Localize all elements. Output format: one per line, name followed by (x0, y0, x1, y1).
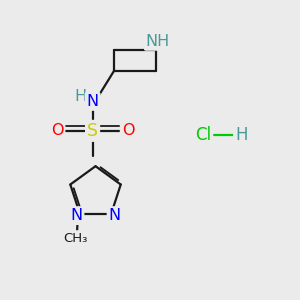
Text: S: S (87, 122, 98, 140)
Text: N: N (70, 208, 83, 223)
Text: O: O (51, 123, 64, 138)
Text: N: N (86, 94, 99, 109)
Text: H: H (74, 88, 86, 104)
Text: O: O (122, 123, 134, 138)
Text: Cl: Cl (195, 126, 211, 144)
Text: CH₃: CH₃ (63, 232, 88, 245)
Text: NH: NH (146, 34, 170, 49)
Text: N: N (109, 208, 121, 223)
Text: H: H (235, 126, 247, 144)
